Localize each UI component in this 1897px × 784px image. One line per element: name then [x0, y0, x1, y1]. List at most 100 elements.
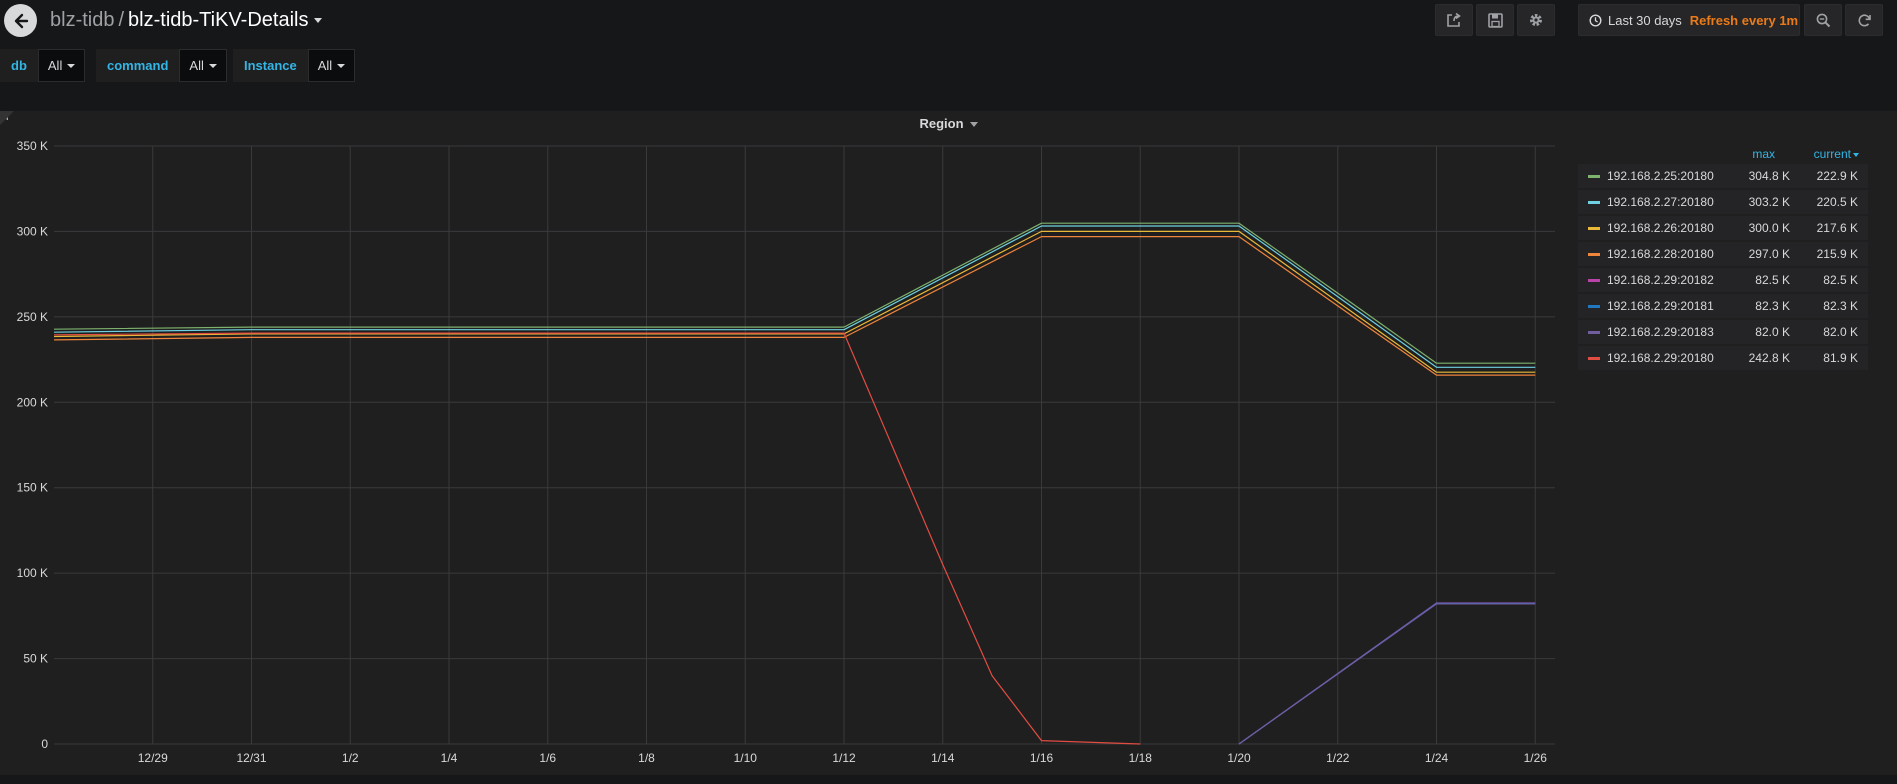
legend-current-header[interactable]: current	[1814, 147, 1859, 161]
series-color-swatch[interactable]	[1588, 305, 1600, 308]
series-color-swatch[interactable]	[1588, 331, 1600, 334]
legend-row[interactable]: 192.168.2.27:20180 303.2 K 220.5 K	[1578, 190, 1868, 214]
share-icon	[1447, 12, 1461, 27]
save-button[interactable]	[1476, 4, 1514, 36]
variable-command: command All	[96, 49, 227, 82]
legend-row[interactable]: 192.168.2.26:20180 300.0 K 217.6 K	[1578, 216, 1868, 240]
series-line	[53, 225, 1536, 368]
legend-max-header[interactable]: max	[1752, 147, 1775, 161]
dashboard-name[interactable]: blz-tidb-TiKV-Details	[128, 9, 309, 31]
legend-rows: 192.168.2.25:20180 304.8 K 222.9 K 192.168.…	[1578, 164, 1868, 370]
legend-series-name[interactable]: 192.168.2.29:20182	[1607, 273, 1714, 287]
caret-down-icon	[969, 122, 978, 128]
x-tick-label: 1/4	[441, 751, 458, 765]
zoom-out-icon	[1816, 13, 1830, 27]
legend-current-value: 222.9 K	[1816, 169, 1858, 183]
y-tick-label: 0	[41, 737, 48, 751]
info-icon[interactable]: i	[0, 111, 22, 127]
legend-current-label: current	[1813, 147, 1851, 161]
x-tick-label: 12/31	[236, 751, 266, 765]
legend-row[interactable]: 192.168.2.29:20182 82.5 K 82.5 K	[1578, 268, 1868, 292]
x-tick-label: 12/29	[138, 751, 168, 765]
folder-name[interactable]: blz-tidb	[50, 9, 115, 31]
series-line	[1238, 603, 1536, 745]
share-button[interactable]	[1435, 4, 1473, 36]
x-tick-label: 1/2	[342, 751, 359, 765]
legend-max-value: 82.0 K	[1755, 325, 1790, 339]
legend-max-value: 303.2 K	[1748, 195, 1790, 209]
variable-instance-select[interactable]: All	[307, 49, 356, 82]
legend-current-value: 220.5 K	[1816, 195, 1858, 209]
variable-instance: Instance All	[233, 49, 356, 82]
legend-max-value: 304.8 K	[1748, 169, 1790, 183]
legend-row[interactable]: 192.168.2.25:20180 304.8 K 222.9 K	[1578, 164, 1868, 188]
series-color-swatch[interactable]	[1588, 253, 1600, 256]
y-tick-label: 350 K	[17, 139, 48, 153]
settings-button[interactable]	[1517, 4, 1555, 36]
legend-row[interactable]: 192.168.2.29:20180 242.8 K 81.9 K	[1578, 346, 1868, 370]
y-tick-label: 50 K	[23, 652, 48, 666]
region-chart[interactable]: 0 50 K 100 K 150 K 200 K 250 K 300 K 350 K 12/29…	[0, 111, 1570, 775]
variable-db-select[interactable]: All	[37, 49, 86, 82]
variable-value: All	[47, 58, 63, 73]
refresh-interval-label: Refresh every 1m	[1689, 12, 1799, 28]
caret-down-icon	[208, 63, 217, 68]
breadcrumb-separator: /	[118, 9, 125, 31]
legend-series-name[interactable]: 192.168.2.25:20180	[1607, 169, 1714, 183]
x-tick-label: 1/16	[1030, 751, 1054, 765]
series-color-swatch[interactable]	[1588, 201, 1600, 204]
time-range-picker[interactable]: Last 30 days Refresh every 1m	[1578, 4, 1800, 36]
x-tick-label: 1/10	[734, 751, 758, 765]
clock-icon	[1589, 13, 1602, 27]
x-tick-label: 1/18	[1129, 751, 1153, 765]
y-tick-label: 100 K	[17, 566, 48, 580]
variable-command-select[interactable]: All	[179, 49, 227, 82]
legend-row[interactable]: 192.168.2.29:20181 82.3 K 82.3 K	[1578, 294, 1868, 318]
legend-series-name[interactable]: 192.168.2.26:20180	[1607, 221, 1714, 235]
variable-label: command	[96, 49, 180, 82]
x-tick-label: 1/14	[931, 751, 955, 765]
x-tick-label: 1/12	[832, 751, 856, 765]
refresh-button[interactable]	[1845, 4, 1883, 36]
back-arrow-icon[interactable]	[4, 4, 37, 37]
legend-series-name[interactable]: 192.168.2.28:20180	[1607, 247, 1714, 261]
chevron-down-icon[interactable]	[314, 18, 323, 24]
variable-value: All	[317, 58, 333, 73]
legend-series-name[interactable]: 192.168.2.29:20183	[1607, 325, 1714, 339]
save-icon	[1487, 12, 1503, 28]
legend-current-value: 82.0 K	[1823, 325, 1858, 339]
x-tick-label: 1/8	[638, 751, 655, 765]
legend-row[interactable]: 192.168.2.29:20183 82.0 K 82.0 K	[1578, 320, 1868, 344]
dashboard-title[interactable]: blz-tidb / blz-tidb-TiKV-Details	[50, 9, 323, 32]
y-tick-label: 250 K	[17, 310, 48, 324]
series-line	[53, 235, 1536, 376]
legend-series-name[interactable]: 192.168.2.29:20181	[1607, 299, 1714, 313]
top-navbar: blz-tidb / blz-tidb-TiKV-Details Last 30 d…	[0, 0, 1897, 42]
x-tick-label: 1/26	[1524, 751, 1548, 765]
time-range-label: Last 30 days	[1608, 12, 1682, 28]
legend-row[interactable]: 192.168.2.28:20180 297.0 K 215.9 K	[1578, 242, 1868, 266]
series-color-swatch[interactable]	[1588, 175, 1600, 178]
variable-value: All	[189, 58, 204, 73]
zoom-out-button[interactable]	[1804, 4, 1842, 36]
y-tick-label: 200 K	[17, 395, 48, 409]
legend-current-value: 215.9 K	[1816, 247, 1858, 261]
panel-title[interactable]: Region	[0, 116, 1897, 131]
variable-db: db All	[0, 49, 86, 82]
series-color-swatch[interactable]	[1588, 279, 1600, 282]
series-line	[1238, 602, 1536, 745]
legend-current-value: 82.5 K	[1823, 273, 1858, 287]
legend-current-value: 82.3 K	[1823, 299, 1858, 313]
legend-series-name[interactable]: 192.168.2.29:20180	[1607, 351, 1714, 365]
series-color-swatch[interactable]	[1588, 357, 1600, 360]
x-tick-label: 1/6	[539, 751, 556, 765]
series-line	[53, 222, 1536, 364]
x-tick-label: 1/24	[1425, 751, 1449, 765]
legend-max-value: 82.3 K	[1755, 299, 1790, 313]
series-color-swatch[interactable]	[1588, 227, 1600, 230]
panel-title-text: Region	[919, 116, 964, 131]
legend-series-name[interactable]: 192.168.2.27:20180	[1607, 195, 1714, 209]
legend-max-value: 82.5 K	[1755, 273, 1790, 287]
x-tick-label: 1/22	[1326, 751, 1350, 765]
y-tick-label: 150 K	[17, 481, 48, 495]
